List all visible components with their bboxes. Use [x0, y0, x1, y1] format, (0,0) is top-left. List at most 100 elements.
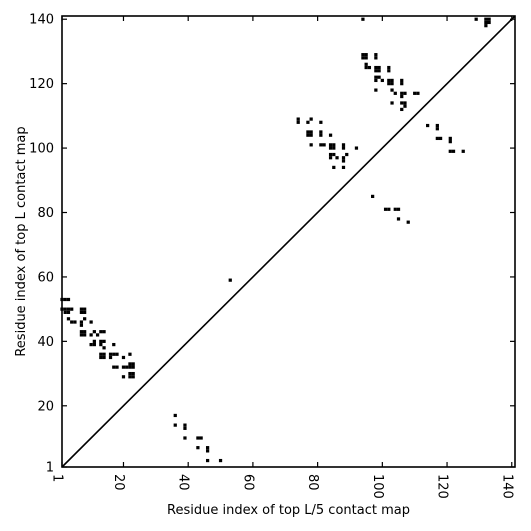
- contact-point: [332, 152, 336, 157]
- contact-point: [328, 156, 333, 160]
- contact-point: [361, 56, 365, 60]
- contact-point: [70, 320, 74, 324]
- contact-point: [196, 446, 200, 450]
- contact-point: [451, 149, 456, 153]
- contact-point: [296, 120, 300, 124]
- contact-point: [387, 82, 391, 86]
- contact-point: [83, 333, 87, 337]
- contact-point: [63, 297, 67, 302]
- x-tick-label: 1: [50, 474, 65, 482]
- contact-point: [371, 194, 375, 199]
- contact-point: [400, 82, 404, 86]
- contact-point: [426, 123, 430, 128]
- contact-point: [66, 317, 71, 321]
- contact-point: [374, 88, 378, 92]
- contact-point: [83, 330, 87, 334]
- contact-point: [128, 375, 132, 379]
- contact-point: [309, 143, 313, 147]
- contact-point: [341, 146, 346, 150]
- contact-point: [390, 82, 394, 86]
- contact-point: [377, 69, 381, 73]
- contact-point: [63, 307, 67, 311]
- contact-point: [128, 362, 132, 366]
- contact-point: [319, 143, 323, 147]
- contact-point: [70, 307, 74, 311]
- x-tick-label: 60: [240, 474, 255, 491]
- contact-point: [400, 94, 404, 99]
- plot-frame: [61, 15, 516, 468]
- contact-point: [484, 24, 488, 28]
- x-tick-label: 80: [305, 474, 320, 491]
- contact-point: [400, 101, 404, 105]
- contact-point: [99, 352, 103, 356]
- contact-point: [319, 130, 323, 134]
- contact-point: [128, 371, 132, 376]
- contact-point: [99, 330, 103, 334]
- contact-point: [205, 446, 210, 450]
- contact-point: [354, 146, 359, 150]
- contact-point: [131, 371, 135, 376]
- y-tick-label: 40: [37, 335, 54, 350]
- contact-point: [92, 342, 96, 347]
- contact-point: [374, 56, 378, 60]
- contact-point: [448, 149, 452, 153]
- y-tick-label: 140: [29, 13, 54, 28]
- contact-point: [95, 333, 100, 337]
- contact-point: [218, 458, 223, 463]
- contact-point: [173, 423, 177, 427]
- contact-point: [112, 352, 116, 356]
- contact-point: [309, 133, 313, 137]
- contact-point: [99, 339, 103, 343]
- contact-point: [79, 330, 84, 334]
- contact-point: [108, 352, 113, 356]
- contact-point: [125, 365, 129, 369]
- contact-point: [63, 310, 67, 314]
- contact-point: [99, 342, 103, 347]
- contact-point: [66, 310, 71, 314]
- contact-point: [183, 436, 187, 440]
- contact-point: [115, 352, 119, 356]
- contact-point: [328, 152, 333, 157]
- contact-point: [413, 91, 417, 95]
- contact-point: [66, 307, 71, 311]
- contact-point: [79, 323, 84, 327]
- x-tick-label: 40: [176, 474, 191, 491]
- contact-point: [306, 120, 310, 124]
- contact-point: [128, 352, 132, 356]
- contact-point: [121, 375, 126, 379]
- contact-point: [332, 143, 336, 147]
- contact-point: [196, 436, 200, 440]
- x-tick-label: 100: [370, 474, 385, 499]
- y-tick-label: 20: [37, 399, 54, 414]
- contact-point: [309, 130, 313, 134]
- contact-point: [102, 339, 106, 343]
- contact-point: [377, 65, 381, 70]
- contact-point: [403, 101, 407, 105]
- contact-point: [435, 127, 439, 131]
- contact-point: [183, 423, 187, 427]
- contact-point: [341, 165, 346, 170]
- contact-point: [377, 75, 381, 79]
- y-tick-label: 120: [29, 77, 54, 92]
- contact-point: [387, 65, 391, 70]
- contact-point: [102, 355, 106, 360]
- contact-point: [416, 91, 420, 95]
- diagonal-line: [61, 15, 516, 468]
- contact-point: [128, 365, 132, 369]
- contact-point: [183, 426, 187, 430]
- y-tick-label: 60: [37, 270, 54, 285]
- contact-point: [396, 217, 401, 221]
- contact-point: [345, 152, 349, 157]
- contact-point: [341, 156, 346, 160]
- contact-point: [374, 78, 378, 83]
- contact-point: [108, 355, 113, 360]
- contact-point: [66, 297, 71, 302]
- contact-point: [403, 104, 407, 108]
- contact-point: [400, 107, 404, 112]
- contact-point: [364, 62, 368, 66]
- contact-point: [115, 365, 119, 369]
- contact-point: [306, 130, 310, 134]
- contact-point: [173, 413, 177, 418]
- data-points: [60, 17, 491, 463]
